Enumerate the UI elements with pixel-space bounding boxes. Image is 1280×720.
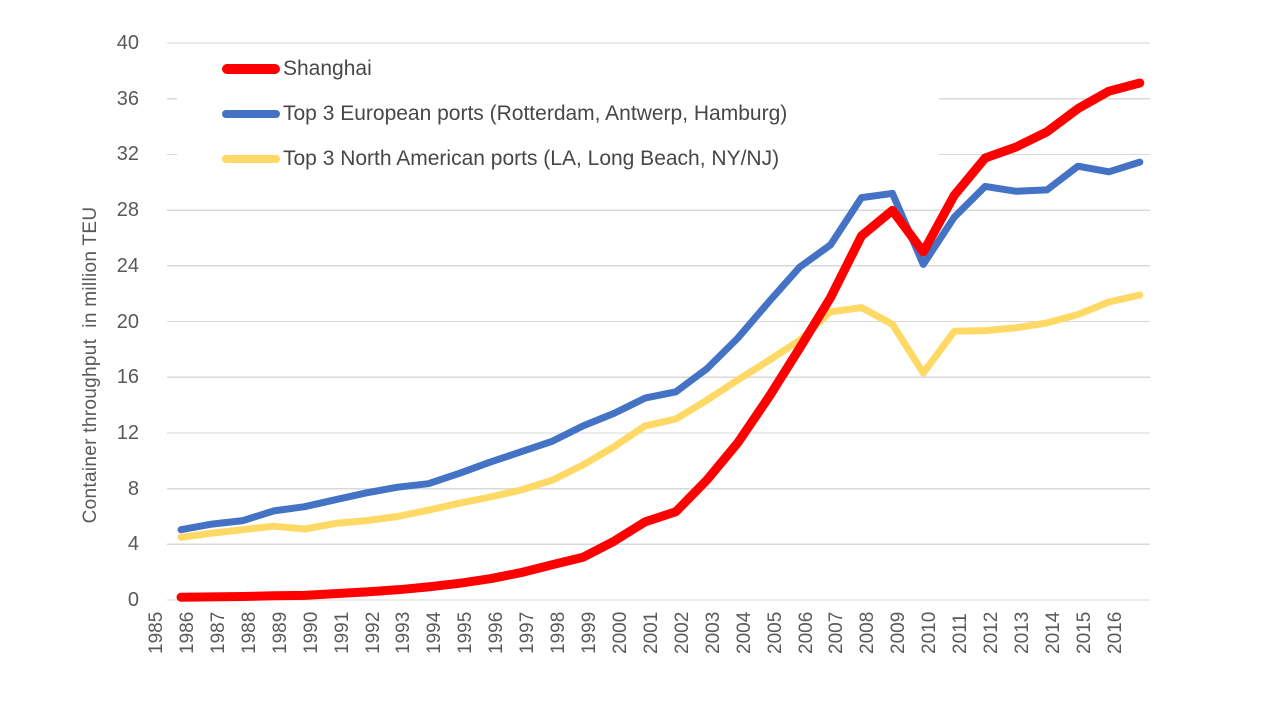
y-tick-label: 32 (116, 143, 139, 166)
x-tick-label: 1991 (331, 611, 353, 654)
y-tick-label: 20 (116, 310, 139, 333)
legend-item: Top 3 North American ports (LA, Long Bea… (222, 136, 939, 181)
x-tick-label: 1996 (486, 611, 508, 654)
x-tick-label: 1992 (362, 611, 384, 654)
x-tick-label: 2016 (1104, 611, 1126, 654)
x-tick-label: 2000 (609, 611, 631, 654)
legend: Shanghai Top 3 European ports (Rotterdam,… (177, 46, 939, 183)
y-tick-label: 0 (127, 589, 139, 611)
y-tick-label: 36 (116, 87, 139, 110)
series-line-0 (176, 78, 1145, 602)
y-tick-label: 12 (116, 421, 139, 444)
x-tick-label: 2014 (1042, 611, 1064, 654)
y-tick-label: 8 (127, 477, 139, 500)
series-line-1 (177, 158, 1144, 534)
x-tick-label: 2008 (857, 611, 879, 654)
legend-swatch (222, 154, 280, 163)
x-tick-label: 2013 (1012, 611, 1034, 654)
y-tick-label: 40 (116, 32, 139, 54)
legend-swatch (222, 63, 280, 74)
legend-label: Top 3 European ports (Rotterdam, Antwerp… (283, 101, 788, 125)
y-tick-label: 28 (116, 199, 139, 222)
x-tick-label: 2004 (733, 611, 755, 654)
y-tick-label: 4 (127, 533, 139, 556)
legend-label: Top 3 North American ports (LA, Long Bea… (283, 146, 780, 170)
y-tick-label: 24 (116, 254, 139, 277)
x-tick-label: 1999 (579, 611, 601, 654)
x-tick-label: 2015 (1073, 611, 1095, 654)
x-tick-label: 2012 (981, 611, 1003, 654)
x-tick-label: 1986 (176, 611, 198, 654)
x-tick-label: 1990 (300, 611, 322, 654)
x-tick-label: 1993 (393, 611, 415, 654)
x-tick-label: 2009 (888, 611, 910, 654)
x-tick-label: 2002 (671, 611, 693, 654)
legend-label: Shanghai (283, 56, 372, 80)
x-tick-label: 2011 (950, 613, 972, 654)
x-tick-label: 2005 (764, 611, 786, 654)
x-tick-label: 2001 (640, 611, 662, 654)
legend-item: Top 3 European ports (Rotterdam, Antwerp… (222, 91, 939, 136)
x-tick-label: 1994 (424, 611, 446, 654)
legend-swatch (222, 109, 280, 118)
x-tick-label: 1997 (517, 611, 539, 654)
x-tick-label: 1987 (207, 611, 229, 654)
x-tick-label: 2003 (702, 611, 724, 654)
x-tick-label: 2007 (826, 611, 848, 654)
x-tick-label: 1985 (146, 611, 167, 654)
x-tick-label: 1988 (238, 611, 260, 654)
x-tick-label: 2010 (919, 611, 941, 654)
series-line-2 (177, 291, 1144, 541)
x-tick-label: 1989 (269, 611, 291, 654)
y-tick-label: 16 (116, 366, 139, 389)
x-tick-label: 2006 (795, 611, 817, 654)
x-tick-label: 1995 (455, 611, 477, 654)
x-tick-label: 1998 (548, 611, 570, 654)
legend-item: Shanghai (222, 46, 939, 91)
